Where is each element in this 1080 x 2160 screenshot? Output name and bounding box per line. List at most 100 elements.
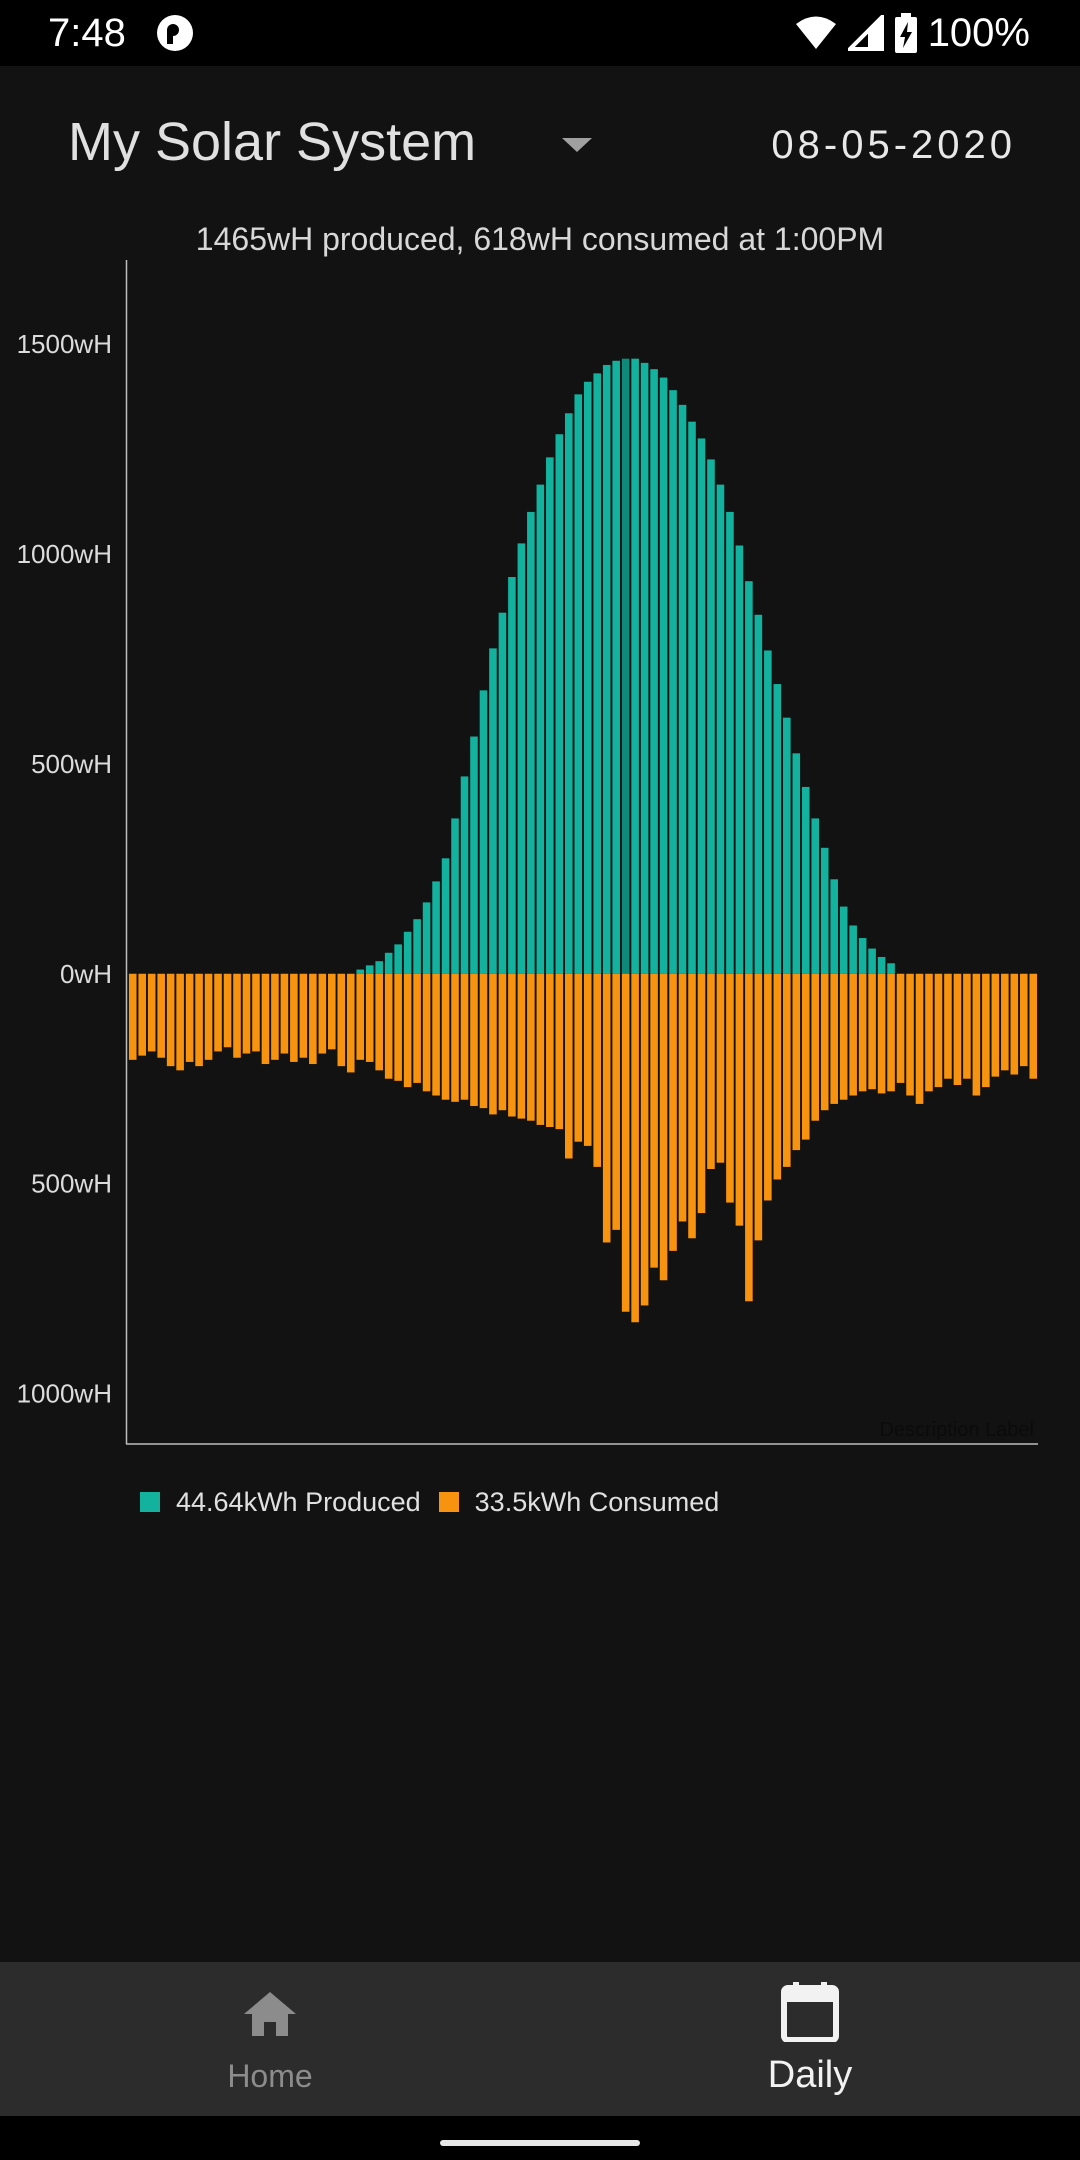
- bar-produced[interactable]: [858, 938, 867, 974]
- bar-consumed[interactable]: [906, 973, 914, 1096]
- bar-consumed[interactable]: [252, 973, 260, 1052]
- bar-consumed[interactable]: [233, 973, 241, 1058]
- bar-produced[interactable]: [365, 965, 374, 974]
- bar-produced[interactable]: [498, 612, 507, 974]
- bar-produced[interactable]: [868, 948, 876, 974]
- bar-consumed[interactable]: [783, 973, 791, 1167]
- bar-consumed[interactable]: [602, 973, 611, 1243]
- bar-produced[interactable]: [887, 963, 895, 974]
- bar-consumed[interactable]: [612, 973, 620, 1230]
- bar-produced[interactable]: [460, 776, 469, 974]
- bar-produced[interactable]: [707, 459, 715, 974]
- bar-consumed[interactable]: [451, 973, 459, 1102]
- bar-consumed[interactable]: [621, 973, 630, 1312]
- bar-consumed[interactable]: [1019, 973, 1028, 1067]
- bar-consumed[interactable]: [953, 973, 962, 1086]
- bar-produced[interactable]: [394, 944, 402, 974]
- bar-consumed[interactable]: [166, 973, 175, 1067]
- bar-consumed[interactable]: [830, 973, 838, 1104]
- dropdown-arrow-icon[interactable]: [562, 138, 592, 152]
- bar-consumed[interactable]: [716, 973, 725, 1163]
- bar-consumed[interactable]: [185, 973, 194, 1062]
- bar-consumed[interactable]: [498, 973, 507, 1111]
- bar-consumed[interactable]: [887, 973, 895, 1092]
- bar-produced[interactable]: [403, 931, 412, 974]
- bar-consumed[interactable]: [346, 973, 355, 1073]
- gesture-pill[interactable]: [440, 2140, 640, 2146]
- bar-consumed[interactable]: [555, 973, 564, 1130]
- bar-consumed[interactable]: [868, 973, 876, 1090]
- bar-consumed[interactable]: [792, 973, 801, 1151]
- bar-produced[interactable]: [489, 648, 497, 974]
- bar-consumed[interactable]: [754, 973, 763, 1241]
- bar-consumed[interactable]: [839, 973, 848, 1100]
- bar-consumed[interactable]: [925, 973, 933, 1092]
- bar-produced[interactable]: [650, 369, 658, 974]
- bar-produced[interactable]: [801, 786, 810, 974]
- bar-consumed[interactable]: [1010, 973, 1019, 1075]
- bar-consumed[interactable]: [394, 973, 402, 1081]
- bar-consumed[interactable]: [801, 973, 810, 1140]
- bar-produced[interactable]: [773, 684, 782, 974]
- system-title[interactable]: My Solar System: [68, 112, 477, 172]
- bar-produced[interactable]: [877, 956, 886, 974]
- bar-consumed[interactable]: [764, 973, 772, 1201]
- bar-consumed[interactable]: [223, 973, 232, 1048]
- bar-consumed[interactable]: [536, 973, 545, 1125]
- bar-produced[interactable]: [546, 457, 554, 974]
- bar-consumed[interactable]: [299, 973, 308, 1058]
- bar-produced[interactable]: [555, 434, 564, 974]
- bar-produced[interactable]: [593, 373, 602, 974]
- bar-consumed[interactable]: [271, 973, 279, 1060]
- bar-consumed[interactable]: [640, 973, 649, 1306]
- bar-consumed[interactable]: [991, 973, 1000, 1077]
- bar-consumed[interactable]: [138, 973, 147, 1056]
- bar-produced[interactable]: [574, 394, 583, 974]
- bar-consumed[interactable]: [849, 973, 857, 1096]
- bar-produced[interactable]: [621, 358, 630, 974]
- bar-produced[interactable]: [517, 543, 526, 974]
- bar-produced[interactable]: [849, 925, 857, 974]
- bar-consumed[interactable]: [896, 973, 905, 1083]
- bar-consumed[interactable]: [1029, 973, 1038, 1079]
- bar-produced[interactable]: [432, 881, 440, 974]
- chart[interactable]: 1500wH 1000wH 500wH 0wH 500wH 1000wH Descript…: [0, 250, 1080, 1450]
- bar-consumed[interactable]: [242, 973, 251, 1054]
- bar-consumed[interactable]: [479, 973, 488, 1109]
- bar-consumed[interactable]: [432, 973, 440, 1096]
- bar-produced[interactable]: [669, 390, 677, 974]
- bar-consumed[interactable]: [384, 973, 393, 1079]
- bar-consumed[interactable]: [328, 973, 336, 1050]
- bar-produced[interactable]: [422, 902, 431, 974]
- bar-consumed[interactable]: [489, 973, 497, 1115]
- bar-consumed[interactable]: [508, 973, 516, 1117]
- bar-produced[interactable]: [792, 753, 801, 974]
- bar-consumed[interactable]: [963, 973, 971, 1079]
- bar-consumed[interactable]: [650, 973, 658, 1268]
- bar-consumed[interactable]: [157, 973, 165, 1058]
- bar-produced[interactable]: [508, 576, 516, 974]
- bar-produced[interactable]: [536, 484, 545, 974]
- bar-produced[interactable]: [479, 690, 488, 974]
- bar-consumed[interactable]: [915, 973, 924, 1104]
- bar-produced[interactable]: [527, 511, 535, 974]
- bar-consumed[interactable]: [564, 973, 573, 1159]
- bar-consumed[interactable]: [1001, 973, 1009, 1071]
- bar-consumed[interactable]: [147, 973, 156, 1052]
- bar-consumed[interactable]: [707, 973, 715, 1169]
- bar-produced[interactable]: [735, 545, 744, 974]
- bar-consumed[interactable]: [517, 973, 526, 1119]
- bar-consumed[interactable]: [337, 973, 346, 1067]
- bar-consumed[interactable]: [318, 973, 327, 1054]
- bar-consumed[interactable]: [527, 973, 535, 1121]
- bar-produced[interactable]: [764, 650, 772, 974]
- bar-consumed[interactable]: [735, 973, 744, 1226]
- bar-consumed[interactable]: [688, 973, 696, 1239]
- bar-consumed[interactable]: [697, 973, 706, 1214]
- bar-produced[interactable]: [716, 484, 725, 974]
- bar-consumed[interactable]: [972, 973, 981, 1096]
- bar-consumed[interactable]: [214, 973, 222, 1052]
- bar-consumed[interactable]: [574, 973, 583, 1142]
- bar-produced[interactable]: [659, 377, 668, 974]
- bar-consumed[interactable]: [365, 973, 374, 1062]
